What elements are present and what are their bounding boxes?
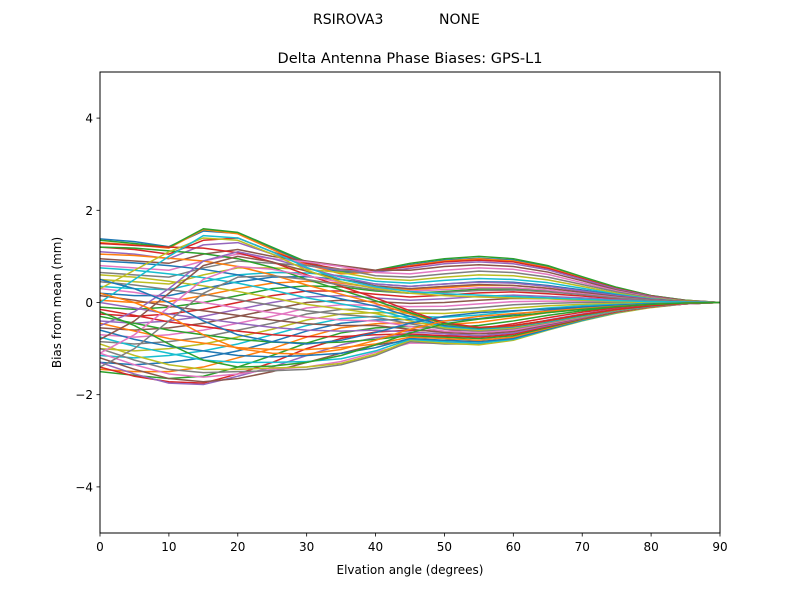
series-line-45: [100, 251, 720, 327]
series-line-53: [100, 301, 720, 368]
series-line-51: [100, 278, 720, 345]
y-tick-label: −4: [75, 480, 93, 494]
x-tick-label: 0: [96, 540, 104, 554]
series-line-3: [100, 227, 720, 304]
plot-lines: [100, 227, 720, 386]
series-line-44: [100, 242, 720, 329]
x-tick-label: 90: [712, 540, 727, 554]
figure-suptitle-right: NONE: [439, 12, 480, 28]
y-tick-label: 2: [85, 204, 93, 218]
series-line-5: [100, 241, 720, 304]
chart-title: Delta Antenna Phase Biases: GPS-L1: [278, 51, 543, 67]
y-axis-ticks: −4 −2 0 2 4: [75, 112, 100, 494]
series-line-8: [100, 260, 720, 304]
x-tick-label: 80: [643, 540, 658, 554]
series-line-18: [100, 301, 720, 345]
series-line-24: [100, 301, 720, 384]
series-line-46: [100, 255, 720, 341]
x-tick-label: 10: [161, 540, 176, 554]
y-tick-label: 4: [85, 112, 93, 126]
series-line-14: [100, 290, 720, 318]
series-line-50: [100, 234, 720, 304]
x-axis-label: Elvation angle (degrees): [337, 563, 484, 577]
series-line-15: [100, 294, 720, 324]
y-tick-label: 0: [85, 296, 93, 310]
x-axis-ticks: 0 10 20 30 40 50 60 70 80 90: [96, 533, 728, 554]
x-tick-label: 30: [299, 540, 314, 554]
x-tick-label: 60: [506, 540, 521, 554]
x-tick-label: 70: [575, 540, 590, 554]
y-axis-label: Bias from mean (mm): [50, 237, 64, 368]
x-tick-label: 50: [437, 540, 452, 554]
series-line-10: [100, 271, 720, 304]
x-tick-label: 40: [368, 540, 383, 554]
series-line-9: [100, 267, 720, 304]
figure-suptitle-left: RSIROVA3: [313, 12, 383, 28]
x-tick-label: 20: [230, 540, 245, 554]
y-tick-label: −2: [75, 388, 93, 402]
